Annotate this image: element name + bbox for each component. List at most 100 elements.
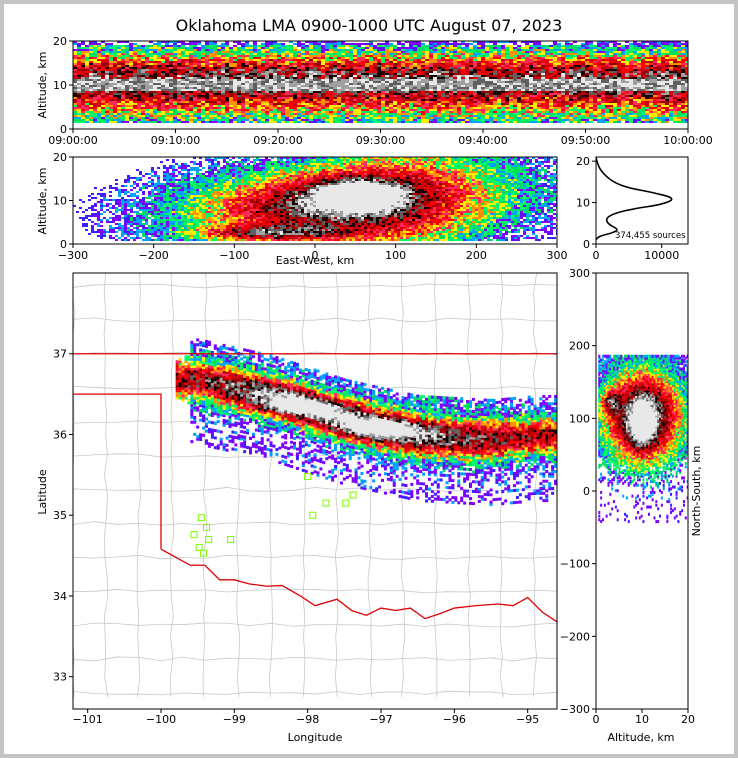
- density-cell: [537, 75, 541, 77]
- density-cell: [497, 87, 501, 89]
- density-cell: [433, 87, 437, 89]
- density-cell: [101, 77, 105, 79]
- density-cell: [449, 79, 453, 81]
- density-cell: [557, 91, 561, 93]
- density-cell: [81, 59, 85, 61]
- density-cell: [73, 103, 77, 105]
- density-cell: [465, 85, 469, 87]
- density-cell: [129, 89, 133, 91]
- density-cell: [397, 97, 401, 99]
- density-cell: [129, 47, 133, 49]
- density-cell: [453, 91, 457, 93]
- density-cell: [165, 89, 169, 91]
- density-cell: [361, 109, 365, 111]
- density-cell: [541, 57, 545, 59]
- density-cell: [145, 77, 149, 79]
- density-cell: [285, 89, 289, 91]
- density-cell: [445, 89, 449, 91]
- density-cell: [257, 53, 261, 55]
- density-cell: [541, 87, 545, 89]
- density-cell: [169, 95, 173, 97]
- density-cell: [73, 53, 77, 55]
- density-cell: [421, 43, 425, 45]
- density-cell: [261, 69, 265, 71]
- density-cell: [257, 101, 261, 103]
- density-cell: [269, 103, 273, 105]
- density-cell: [433, 77, 437, 79]
- density-cell: [417, 85, 421, 87]
- density-cell: [449, 115, 453, 117]
- density-cell: [89, 53, 93, 55]
- density-cell: [209, 49, 213, 51]
- density-cell: [513, 115, 517, 117]
- density-cell: [541, 101, 545, 103]
- density-cell: [505, 63, 509, 65]
- density-cell: [149, 89, 153, 91]
- density-cell: [341, 89, 345, 91]
- density-cell: [153, 53, 157, 55]
- density-cell: [477, 79, 481, 81]
- density-cell: [145, 121, 149, 123]
- density-cell: [281, 117, 285, 119]
- density-cell: [241, 67, 245, 69]
- density-cell: [509, 97, 513, 99]
- density-cell: [397, 109, 401, 111]
- density-cell: [401, 111, 405, 113]
- density-cell: [537, 57, 541, 59]
- density-cell: [345, 53, 349, 55]
- density-cell: [501, 75, 505, 77]
- density-cell: [337, 45, 341, 47]
- density-cell: [85, 121, 89, 123]
- density-cell: [297, 81, 301, 83]
- density-cell: [185, 47, 189, 49]
- density-cell: [441, 93, 445, 95]
- density-cell: [553, 107, 557, 109]
- density-cell: [77, 61, 81, 63]
- density-cell: [509, 93, 513, 95]
- density-cell: [205, 115, 209, 117]
- density-cell: [481, 121, 485, 123]
- density-cell: [481, 83, 485, 85]
- density-cell: [381, 79, 385, 81]
- density-cell: [437, 91, 441, 93]
- density-cell: [201, 83, 205, 85]
- density-cell: [333, 55, 337, 57]
- density-cell: [81, 47, 85, 49]
- density-cell: [269, 65, 273, 67]
- density-cell: [333, 43, 337, 45]
- density-cell: [145, 59, 149, 61]
- density-cell: [73, 61, 77, 63]
- density-cell: [393, 63, 397, 65]
- density-cell: [261, 63, 265, 65]
- density-cell: [297, 95, 301, 97]
- density-cell: [237, 67, 241, 69]
- density-cell: [417, 61, 421, 63]
- density-cell: [233, 111, 237, 113]
- density-cell: [501, 105, 505, 107]
- density-cell: [421, 81, 425, 83]
- density-cell: [257, 115, 261, 117]
- density-cell: [361, 121, 365, 123]
- density-cell: [105, 121, 109, 123]
- density-cell: [265, 55, 269, 57]
- density-cell: [469, 61, 473, 63]
- density-cell: [209, 79, 213, 81]
- density-cell: [269, 43, 273, 45]
- density-cell: [505, 45, 509, 47]
- density-cell: [173, 63, 177, 65]
- density-cell: [389, 119, 393, 121]
- density-cell: [377, 57, 381, 59]
- density-cell: [93, 61, 97, 63]
- density-cell: [417, 111, 421, 113]
- density-cell: [325, 79, 329, 81]
- density-cell: [381, 65, 385, 67]
- density-cell: [329, 83, 333, 85]
- density-cell: [209, 81, 213, 83]
- density-cell: [433, 91, 437, 93]
- density-cell: [185, 117, 189, 119]
- density-cell: [113, 69, 117, 71]
- density-cell: [305, 107, 309, 109]
- density-cell: [517, 57, 521, 59]
- density-cell: [549, 69, 553, 71]
- density-cell: [257, 85, 261, 87]
